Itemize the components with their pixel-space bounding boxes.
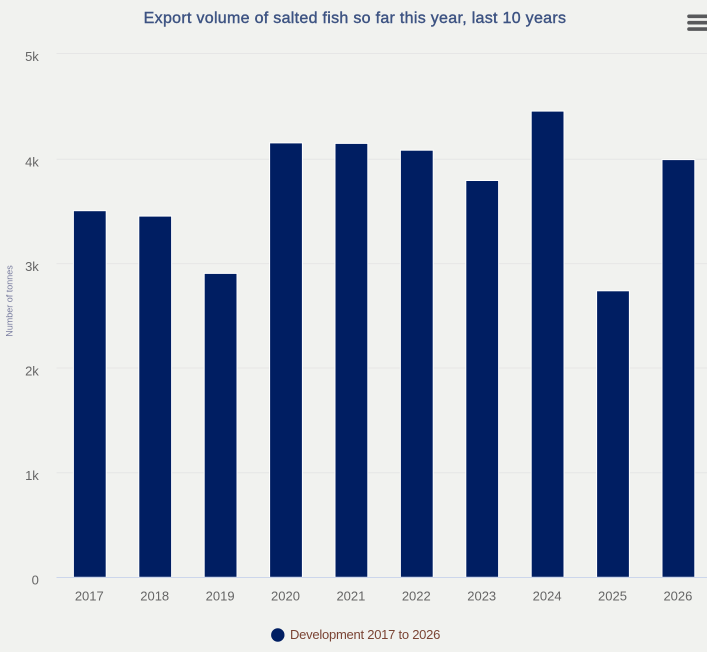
- svg-text:2k: 2k: [25, 363, 39, 378]
- svg-text:2020: 2020: [271, 588, 300, 603]
- svg-text:2021: 2021: [336, 588, 365, 603]
- svg-text:2018: 2018: [140, 588, 169, 603]
- svg-text:2024: 2024: [533, 588, 562, 603]
- svg-text:0: 0: [32, 573, 39, 588]
- svg-text:2026: 2026: [663, 588, 692, 603]
- svg-text:2019: 2019: [206, 588, 235, 603]
- svg-text:1k: 1k: [25, 468, 39, 483]
- svg-text:2017: 2017: [75, 588, 104, 603]
- svg-text:Export volume of salted fish s: Export volume of salted fish so far this…: [144, 10, 567, 27]
- svg-text:2022: 2022: [402, 588, 431, 603]
- svg-text:2023: 2023: [467, 588, 496, 603]
- svg-text:3k: 3k: [25, 259, 39, 274]
- svg-text:2025: 2025: [598, 588, 627, 603]
- svg-text:Development 2017 to 2026: Development 2017 to 2026: [290, 627, 440, 642]
- svg-text:5k: 5k: [25, 49, 39, 64]
- svg-text:4k: 4k: [25, 155, 39, 170]
- svg-text:Number of tonnes: Number of tonnes: [4, 265, 14, 337]
